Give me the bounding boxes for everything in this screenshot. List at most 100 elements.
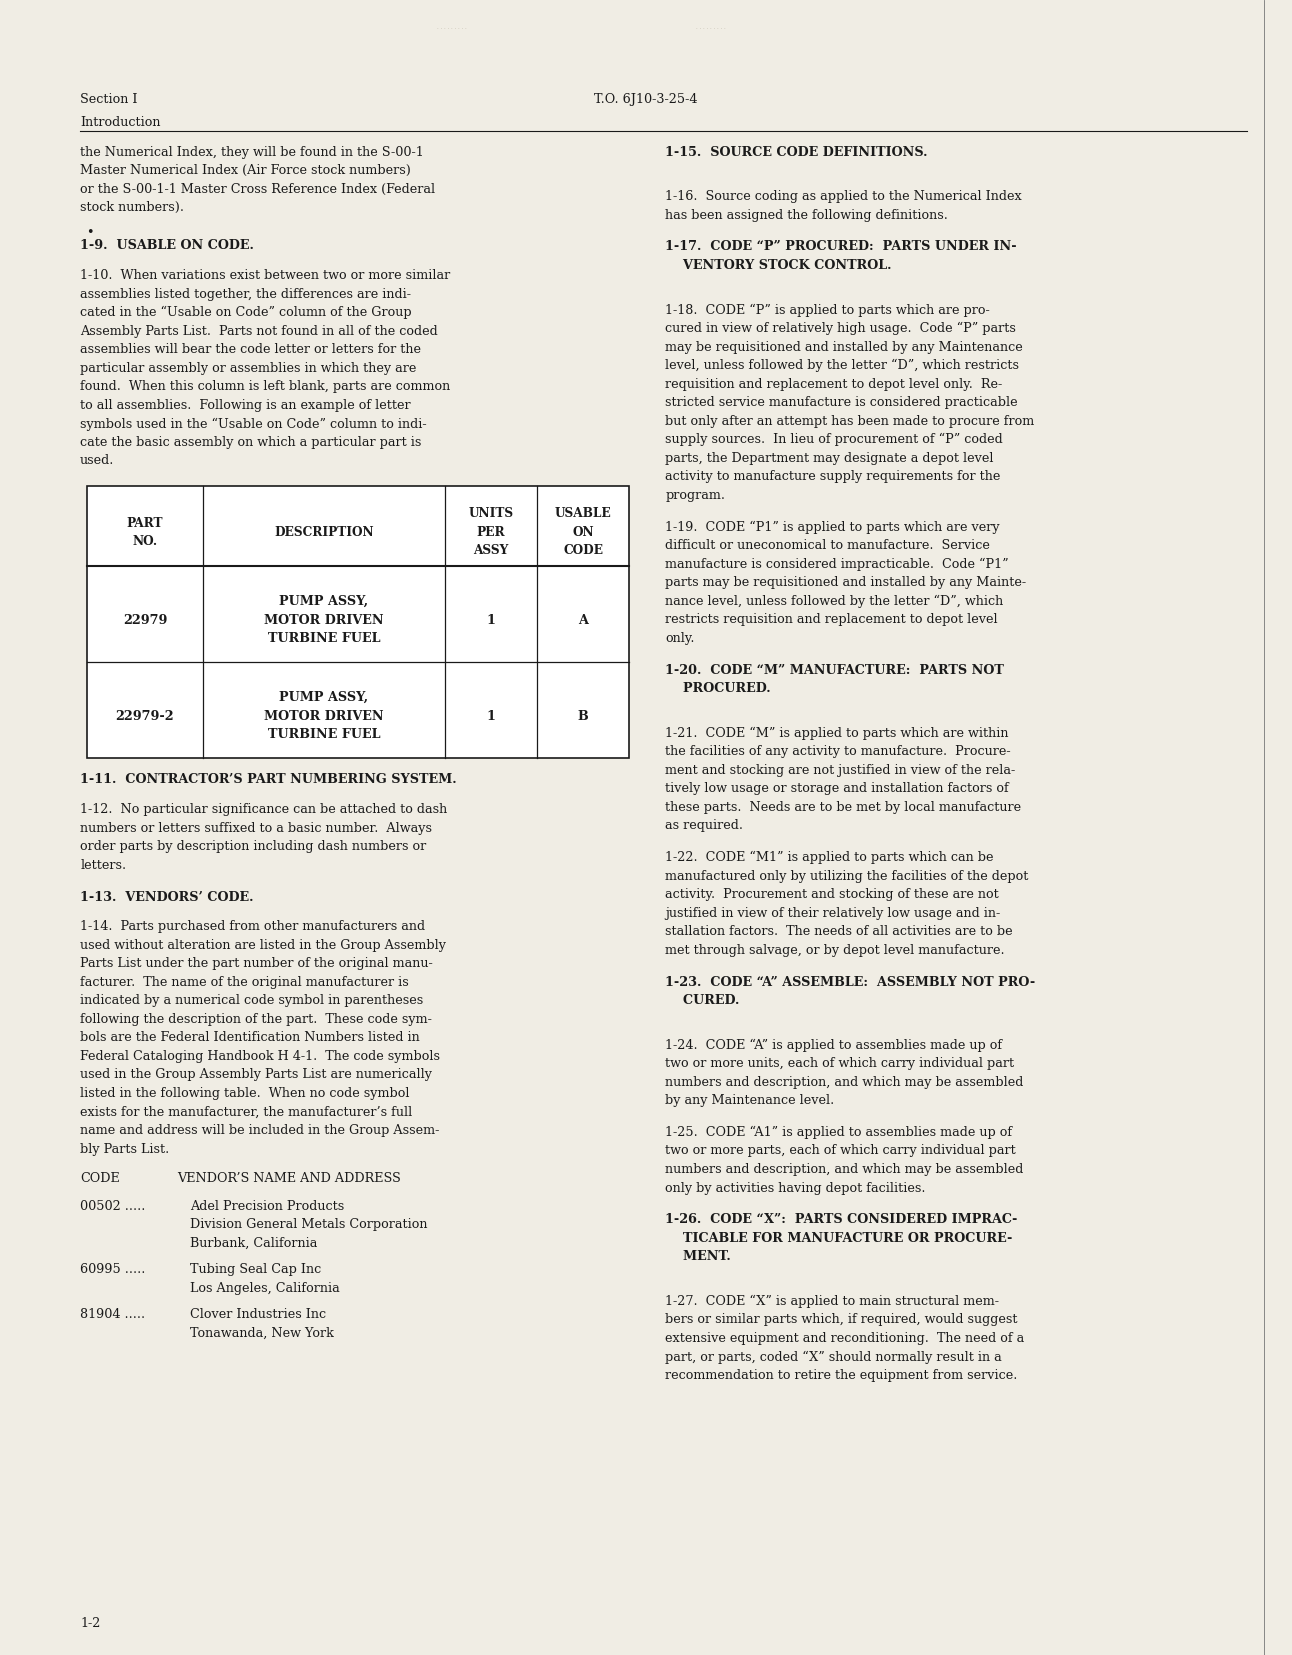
Text: CURED.: CURED.	[665, 995, 740, 1006]
Text: Section I: Section I	[80, 93, 138, 106]
Text: 1-17.  CODE “P” PROCURED:  PARTS UNDER IN-: 1-17. CODE “P” PROCURED: PARTS UNDER IN-	[665, 240, 1017, 253]
Text: listed in the following table.  When no code symbol: listed in the following table. When no c…	[80, 1087, 410, 1101]
Text: Introduction: Introduction	[80, 116, 160, 129]
Text: 1-18.  CODE “P” is applied to parts which are pro-: 1-18. CODE “P” is applied to parts which…	[665, 303, 990, 316]
Text: restricts requisition and replacement to depot level: restricts requisition and replacement to…	[665, 614, 997, 626]
Text: but only after an attempt has been made to procure from: but only after an attempt has been made …	[665, 415, 1035, 427]
Text: stricted service manufacture is considered practicable: stricted service manufacture is consider…	[665, 396, 1018, 409]
Text: 22979-2: 22979-2	[115, 710, 174, 723]
Text: Division General Metals Corporation: Division General Metals Corporation	[190, 1218, 428, 1231]
Text: 1-14.  Parts purchased from other manufacturers and: 1-14. Parts purchased from other manufac…	[80, 920, 425, 933]
Text: 1-2: 1-2	[80, 1617, 101, 1630]
Text: Tubing Seal Cap Inc: Tubing Seal Cap Inc	[190, 1263, 322, 1276]
Text: Federal Cataloging Handbook H 4-1.  The code symbols: Federal Cataloging Handbook H 4-1. The c…	[80, 1049, 441, 1063]
Text: may be requisitioned and installed by any Maintenance: may be requisitioned and installed by an…	[665, 341, 1023, 354]
Text: 1-26.  CODE “X”:  PARTS CONSIDERED IMPRAC-: 1-26. CODE “X”: PARTS CONSIDERED IMPRAC-	[665, 1213, 1018, 1226]
Text: B: B	[578, 710, 588, 723]
Text: PER: PER	[477, 526, 505, 540]
Text: VENTORY STOCK CONTROL.: VENTORY STOCK CONTROL.	[665, 258, 891, 271]
Text: CODE: CODE	[563, 544, 603, 558]
Text: 1-11.  CONTRACTOR’S PART NUMBERING SYSTEM.: 1-11. CONTRACTOR’S PART NUMBERING SYSTEM…	[80, 773, 457, 786]
Text: indicated by a numerical code symbol in parentheses: indicated by a numerical code symbol in …	[80, 995, 424, 1008]
Text: 1-10.  When variations exist between two or more similar: 1-10. When variations exist between two …	[80, 270, 451, 281]
Text: following the description of the part.  These code sym-: following the description of the part. T…	[80, 1013, 432, 1026]
Text: supply sources.  In lieu of procurement of “P” coded: supply sources. In lieu of procurement o…	[665, 434, 1003, 447]
Text: TURBINE FUEL: TURBINE FUEL	[267, 728, 380, 741]
Text: 1-12.  No particular significance can be attached to dash: 1-12. No particular significance can be …	[80, 803, 447, 816]
Text: tively low usage or storage and installation factors of: tively low usage or storage and installa…	[665, 783, 1009, 794]
Text: 1-25.  CODE “A1” is applied to assemblies made up of: 1-25. CODE “A1” is applied to assemblies…	[665, 1125, 1013, 1139]
Text: numbers and description, and which may be assembled: numbers and description, and which may b…	[665, 1163, 1023, 1177]
Text: NO.: NO.	[132, 535, 158, 548]
Text: PUMP ASSY,: PUMP ASSY,	[279, 692, 368, 703]
Text: by any Maintenance level.: by any Maintenance level.	[665, 1094, 835, 1107]
Text: parts, the Department may designate a depot level: parts, the Department may designate a de…	[665, 452, 994, 465]
Text: PROCURED.: PROCURED.	[665, 682, 771, 695]
Text: bols are the Federal Identification Numbers listed in: bols are the Federal Identification Numb…	[80, 1031, 420, 1044]
Text: to all assemblies.  Following is an example of letter: to all assemblies. Following is an examp…	[80, 399, 411, 412]
Text: 1-19.  CODE “P1” is applied to parts which are very: 1-19. CODE “P1” is applied to parts whic…	[665, 521, 1000, 535]
Text: . . . . . . . . .: . . . . . . . . .	[695, 25, 726, 30]
Text: only by activities having depot facilities.: only by activities having depot faciliti…	[665, 1182, 926, 1195]
Text: order parts by description including dash numbers or: order parts by description including das…	[80, 841, 426, 854]
Text: found.  When this column is left blank, parts are common: found. When this column is left blank, p…	[80, 381, 451, 394]
Text: 1-9.  USABLE ON CODE.: 1-9. USABLE ON CODE.	[80, 240, 255, 252]
Text: bers or similar parts which, if required, would suggest: bers or similar parts which, if required…	[665, 1314, 1018, 1326]
Text: bly Parts List.: bly Parts List.	[80, 1142, 169, 1155]
Text: MOTOR DRIVEN: MOTOR DRIVEN	[264, 710, 384, 723]
Text: Burbank, California: Burbank, California	[190, 1236, 318, 1250]
Text: has been assigned the following definitions.: has been assigned the following definiti…	[665, 209, 948, 222]
Text: these parts.  Needs are to be met by local manufacture: these parts. Needs are to be met by loca…	[665, 801, 1022, 814]
Text: used.: used.	[80, 455, 115, 467]
Text: 1-27.  CODE “X” is applied to main structural mem-: 1-27. CODE “X” is applied to main struct…	[665, 1294, 1000, 1307]
Text: as required.: as required.	[665, 819, 743, 832]
Text: facturer.  The name of the original manufacturer is: facturer. The name of the original manuf…	[80, 976, 408, 988]
Text: met through salvage, or by depot level manufacture.: met through salvage, or by depot level m…	[665, 943, 1005, 957]
Text: manufactured only by utilizing the facilities of the depot: manufactured only by utilizing the facil…	[665, 869, 1028, 882]
Text: . . . . . . . . .: . . . . . . . . .	[437, 25, 468, 30]
Text: Adel Precision Products: Adel Precision Products	[190, 1200, 344, 1213]
Text: TURBINE FUEL: TURBINE FUEL	[267, 632, 380, 645]
Text: •: •	[87, 227, 94, 240]
Text: CODE: CODE	[80, 1172, 120, 1185]
Text: assemblies will bear the code letter or letters for the: assemblies will bear the code letter or …	[80, 343, 421, 356]
Text: TICABLE FOR MANUFACTURE OR PROCURE-: TICABLE FOR MANUFACTURE OR PROCURE-	[665, 1231, 1013, 1245]
Text: Tonawanda, New York: Tonawanda, New York	[190, 1327, 333, 1339]
Text: the Numerical Index, they will be found in the S-00-1: the Numerical Index, they will be found …	[80, 146, 424, 159]
Text: VENDOR’S NAME AND ADDRESS: VENDOR’S NAME AND ADDRESS	[177, 1172, 401, 1185]
Text: manufacture is considered impracticable.  Code “P1”: manufacture is considered impracticable.…	[665, 558, 1009, 571]
Text: Clover Industries Inc: Clover Industries Inc	[190, 1307, 326, 1321]
Text: 1-21.  CODE “M” is applied to parts which are within: 1-21. CODE “M” is applied to parts which…	[665, 727, 1009, 740]
Text: ON: ON	[572, 526, 594, 540]
Text: assemblies listed together, the differences are indi-: assemblies listed together, the differen…	[80, 288, 411, 301]
Text: 1-20.  CODE “M” MANUFACTURE:  PARTS NOT: 1-20. CODE “M” MANUFACTURE: PARTS NOT	[665, 664, 1004, 677]
Text: the facilities of any activity to manufacture.  Procure-: the facilities of any activity to manufa…	[665, 745, 1012, 758]
Text: cated in the “Usable on Code” column of the Group: cated in the “Usable on Code” column of …	[80, 306, 412, 319]
Text: stallation factors.  The needs of all activities are to be: stallation factors. The needs of all act…	[665, 925, 1013, 938]
Text: 1: 1	[486, 710, 495, 723]
Text: nance level, unless followed by the letter “D”, which: nance level, unless followed by the lett…	[665, 594, 1004, 607]
Text: numbers and description, and which may be assembled: numbers and description, and which may b…	[665, 1076, 1023, 1089]
Text: 1-16.  Source coding as applied to the Numerical Index: 1-16. Source coding as applied to the Nu…	[665, 190, 1022, 204]
Text: 1-24.  CODE “A” is applied to assemblies made up of: 1-24. CODE “A” is applied to assemblies …	[665, 1039, 1003, 1053]
Text: particular assembly or assemblies in which they are: particular assembly or assemblies in whi…	[80, 362, 416, 374]
Text: ASSY: ASSY	[473, 544, 509, 558]
Text: justified in view of their relatively low usage and in-: justified in view of their relatively lo…	[665, 907, 1000, 920]
Text: only.: only.	[665, 632, 695, 645]
Text: 22979: 22979	[123, 614, 167, 627]
Text: level, unless followed by the letter “D”, which restricts: level, unless followed by the letter “D”…	[665, 359, 1019, 372]
Text: Los Angeles, California: Los Angeles, California	[190, 1281, 340, 1294]
Text: 81904 .....: 81904 .....	[80, 1307, 145, 1321]
Text: two or more units, each of which carry individual part: two or more units, each of which carry i…	[665, 1058, 1014, 1071]
Text: Assembly Parts List.  Parts not found in all of the coded: Assembly Parts List. Parts not found in …	[80, 324, 438, 338]
Text: used without alteration are listed in the Group Assembly: used without alteration are listed in th…	[80, 938, 446, 952]
Text: parts may be requisitioned and installed by any Mainte-: parts may be requisitioned and installed…	[665, 576, 1027, 589]
Text: used in the Group Assembly Parts List are numerically: used in the Group Assembly Parts List ar…	[80, 1069, 432, 1081]
Text: activity.  Procurement and stocking of these are not: activity. Procurement and stocking of th…	[665, 889, 999, 900]
Text: A: A	[578, 614, 588, 627]
Text: PUMP ASSY,: PUMP ASSY,	[279, 596, 368, 607]
Text: 1-13.  VENDORS’ CODE.: 1-13. VENDORS’ CODE.	[80, 890, 253, 904]
Text: Parts List under the part number of the original manu-: Parts List under the part number of the …	[80, 957, 433, 970]
Text: 1-15.  SOURCE CODE DEFINITIONS.: 1-15. SOURCE CODE DEFINITIONS.	[665, 146, 928, 159]
Text: USABLE: USABLE	[554, 508, 611, 520]
